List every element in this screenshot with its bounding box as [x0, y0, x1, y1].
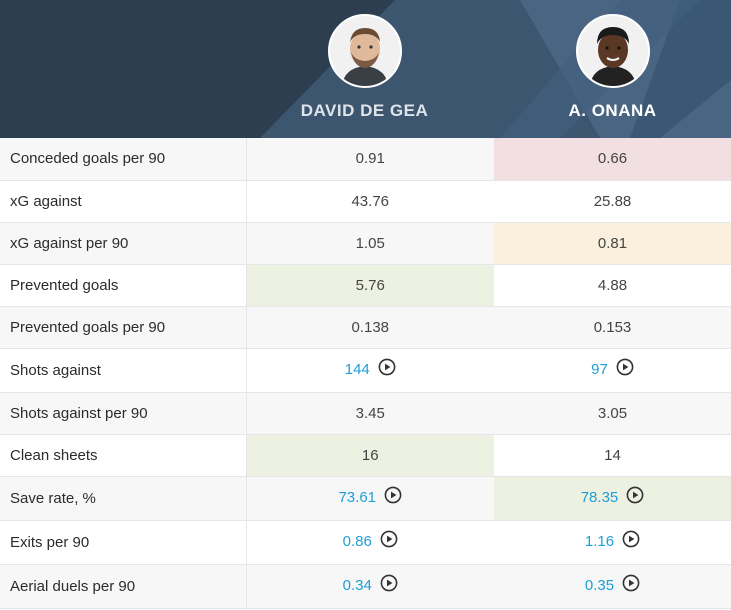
- stat-label: Prevented goals: [0, 264, 247, 306]
- stat-value-text: 5.76: [355, 276, 385, 294]
- stat-value-player-2: 3.05: [494, 392, 731, 434]
- stat-label: Aerial duels per 90: [0, 564, 247, 608]
- player-2-avatar[interactable]: [575, 14, 650, 88]
- stats-row: Prevented goals per 90 0.138 0.153: [0, 306, 731, 348]
- stats-row: xG against 43.76 25.88: [0, 180, 731, 222]
- stats-row: Exits per 90 0.86 1.16: [0, 520, 731, 564]
- stats-row: Conceded goals per 90 0.91 0.66: [0, 138, 731, 180]
- stat-label: Shots against per 90: [0, 392, 247, 434]
- stat-label: xG against per 90: [0, 222, 247, 264]
- stat-value-player-2[interactable]: 0.35: [494, 564, 731, 608]
- stat-value-player-1: 1.05: [246, 222, 494, 264]
- stat-label: Shots against: [0, 348, 247, 392]
- stat-value-link[interactable]: 0.86: [342, 532, 372, 550]
- stat-value-text: 0.91: [355, 150, 385, 168]
- stat-value-player-1[interactable]: 73.61: [246, 476, 494, 520]
- play-circle-icon[interactable]: [380, 530, 398, 552]
- stat-value-player-2: 14: [494, 434, 731, 476]
- stats-row: Shots against 144 97: [0, 348, 731, 392]
- play-circle-icon[interactable]: [616, 358, 634, 380]
- stat-label: Prevented goals per 90: [0, 306, 247, 348]
- stat-value-player-1[interactable]: 144: [246, 348, 494, 392]
- player-2-header: A. ONANA: [494, 0, 731, 138]
- stats-row: Clean sheets 16 14: [0, 434, 731, 476]
- stat-value-player-1[interactable]: 0.86: [246, 520, 494, 564]
- stat-value-text: 3.45: [355, 404, 385, 422]
- stat-value-player-2[interactable]: 97: [494, 348, 731, 392]
- stat-value-text: 25.88: [593, 192, 632, 210]
- stat-value-text: 43.76: [351, 192, 390, 210]
- stat-value-player-2[interactable]: 1.16: [494, 520, 731, 564]
- stats-body: Conceded goals per 90 0.91 0.66 xG against 4…: [0, 138, 731, 608]
- stat-label: Save rate, %: [0, 476, 247, 520]
- stat-value-player-2[interactable]: 78.35: [494, 476, 731, 520]
- play-circle-icon[interactable]: [622, 530, 640, 552]
- stats-row: Prevented goals 5.76 4.88: [0, 264, 731, 306]
- stat-value-text: 0.81: [597, 234, 628, 252]
- stat-value-text: 0.153: [593, 318, 632, 336]
- stats-row: Shots against per 90 3.45 3.05: [0, 392, 731, 434]
- stat-value-player-2: 25.88: [494, 180, 731, 222]
- stats-table: Conceded goals per 90 0.91 0.66 xG against 4…: [0, 138, 731, 609]
- stat-label: Conceded goals per 90: [0, 138, 247, 180]
- stat-value-text: 0.66: [597, 150, 628, 168]
- stat-value-player-1: 0.91: [246, 138, 494, 180]
- player-photo-icon: [577, 16, 648, 86]
- stat-value-player-2: 0.66: [494, 138, 731, 180]
- stat-label: Exits per 90: [0, 520, 247, 564]
- play-circle-icon[interactable]: [622, 574, 640, 596]
- stat-value-link[interactable]: 78.35: [580, 488, 619, 506]
- stat-value-link[interactable]: 144: [344, 360, 370, 378]
- player-1-name: DAVID DE GEA: [300, 101, 429, 120]
- stat-value-player-1: 16: [246, 434, 494, 476]
- stat-value-player-2: 0.81: [494, 222, 731, 264]
- play-circle-icon[interactable]: [384, 486, 402, 508]
- play-circle-icon[interactable]: [380, 574, 398, 596]
- player-2-name: A. ONANA: [568, 101, 657, 120]
- stat-value-player-2: 0.153: [494, 306, 731, 348]
- stat-value-player-1: 3.45: [246, 392, 494, 434]
- stat-value-text: 1.05: [355, 234, 385, 252]
- stat-value-player-1[interactable]: 0.34: [246, 564, 494, 608]
- stat-value-player-2: 4.88: [494, 264, 731, 306]
- stat-value-text: 16: [361, 446, 379, 464]
- comparison-header: DAVID DE GEA A. ONANA: [0, 0, 731, 138]
- stat-label: xG against: [0, 180, 247, 222]
- play-circle-icon[interactable]: [378, 358, 396, 380]
- stat-label: Clean sheets: [0, 434, 247, 476]
- player-photo-icon: [329, 16, 400, 86]
- stat-value-text: 3.05: [597, 404, 628, 422]
- stat-value-player-1: 43.76: [246, 180, 494, 222]
- stats-row: Aerial duels per 90 0.34 0.35: [0, 564, 731, 608]
- stat-value-link[interactable]: 73.61: [338, 488, 377, 506]
- player-1-avatar[interactable]: [327, 14, 402, 88]
- stat-value-text: 0.138: [351, 318, 390, 336]
- stat-value-player-1: 0.138: [246, 306, 494, 348]
- stats-row: xG against per 90 1.05 0.81: [0, 222, 731, 264]
- play-circle-icon[interactable]: [626, 486, 644, 508]
- stat-value-link[interactable]: 0.35: [584, 576, 615, 594]
- stat-value-link[interactable]: 97: [591, 360, 608, 378]
- stats-row: Save rate, % 73.61 78.35: [0, 476, 731, 520]
- player-1-header: DAVID DE GEA: [246, 0, 483, 138]
- stat-value-link[interactable]: 0.34: [342, 576, 372, 594]
- stat-value-text: 4.88: [597, 276, 628, 294]
- stat-value-text: 14: [604, 446, 621, 464]
- stat-value-link[interactable]: 1.16: [584, 532, 615, 550]
- stat-value-player-1: 5.76: [246, 264, 494, 306]
